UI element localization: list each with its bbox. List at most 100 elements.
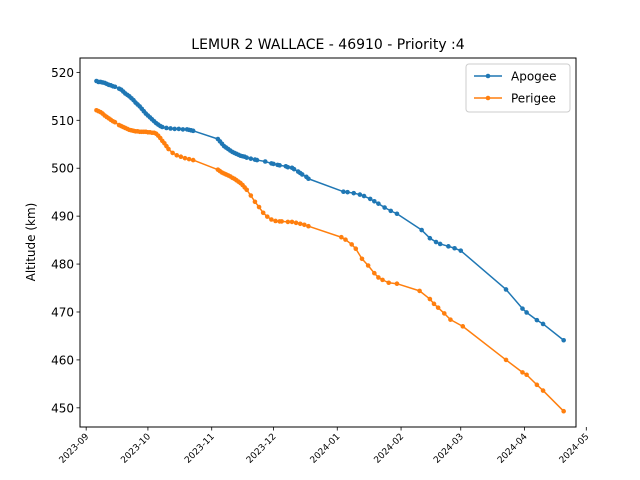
- data-point-perigee: [427, 296, 433, 302]
- data-point-perigee: [112, 119, 118, 125]
- data-point-apogee: [419, 227, 424, 233]
- legend-label-apogee: Apogee: [511, 70, 557, 84]
- data-point-apogee: [446, 244, 451, 249]
- data-point-apogee: [248, 156, 254, 161]
- y-tick-label: 510: [51, 114, 74, 128]
- data-point-perigee: [540, 388, 546, 393]
- data-point-apogee: [561, 337, 566, 343]
- data-point-perigee: [178, 154, 184, 160]
- data-point-apogee: [394, 211, 400, 217]
- data-point-apogee: [277, 163, 282, 168]
- data-point-apogee: [285, 164, 291, 170]
- data-point-apogee: [376, 201, 381, 206]
- data-point-perigee: [252, 199, 258, 205]
- data-point-apogee: [306, 176, 311, 182]
- data-point-perigee: [353, 246, 359, 252]
- data-point-perigee: [244, 187, 250, 193]
- data-point-perigee: [174, 152, 180, 158]
- y-tick-label: 460: [51, 353, 74, 367]
- data-point-apogee: [361, 193, 367, 199]
- data-point-perigee: [306, 223, 311, 229]
- data-point-apogee: [520, 306, 525, 311]
- y-tick-label: 450: [51, 401, 74, 415]
- data-point-perigee: [289, 219, 295, 225]
- series-layer: [94, 78, 566, 414]
- data-point-perigee: [534, 382, 540, 388]
- data-point-apogee: [452, 245, 457, 251]
- y-axis-ticks: 450 460 470 480 490 500 510 520: [51, 66, 80, 415]
- data-point-perigee: [264, 214, 270, 219]
- data-point-perigee: [417, 288, 422, 294]
- data-point-apogee: [372, 198, 377, 204]
- data-point-perigee: [376, 275, 381, 280]
- data-point-apogee: [540, 321, 546, 327]
- y-tick-label: 520: [51, 66, 74, 80]
- data-point-perigee: [380, 277, 385, 283]
- data-point-apogee: [437, 241, 443, 247]
- data-point-perigee: [503, 357, 509, 363]
- data-point-perigee: [339, 234, 344, 240]
- data-point-apogee: [190, 128, 196, 134]
- chart-title: LEMUR 2 WALLACE - 46910 - Priority :4: [191, 37, 464, 53]
- data-point-apogee: [458, 248, 464, 253]
- data-point-apogee: [262, 159, 268, 164]
- data-point-apogee: [254, 157, 260, 163]
- data-point-apogee: [357, 192, 363, 197]
- data-point-apogee: [176, 126, 182, 132]
- data-point-perigee: [520, 370, 525, 375]
- data-point-perigee: [166, 146, 171, 152]
- data-point-perigee: [365, 263, 371, 268]
- data-point-apogee: [503, 287, 509, 292]
- data-point-apogee: [180, 127, 186, 132]
- data-point-perigee: [285, 219, 291, 225]
- series-perigee: [94, 107, 566, 414]
- data-point-perigee: [441, 311, 447, 316]
- series-apogee: [94, 78, 566, 343]
- y-tick-label: 480: [51, 258, 74, 272]
- data-point-perigee: [279, 219, 284, 224]
- data-point-perigee: [256, 204, 262, 210]
- legend-marker-apogee: [485, 73, 491, 79]
- data-point-perigee: [386, 280, 392, 286]
- data-point-perigee: [269, 217, 274, 222]
- data-point-apogee: [271, 161, 276, 167]
- y-axis-label: Altitude (km): [24, 203, 38, 282]
- data-point-apogee: [160, 124, 165, 130]
- data-point-perigee: [248, 193, 254, 198]
- data-point-perigee: [394, 281, 400, 287]
- data-point-apogee: [388, 208, 394, 214]
- data-point-perigee: [349, 242, 354, 247]
- data-point-perigee: [524, 372, 529, 378]
- data-point-perigee: [431, 301, 437, 307]
- data-point-apogee: [244, 155, 250, 160]
- data-point-perigee: [186, 156, 192, 162]
- data-point-apogee: [112, 84, 118, 90]
- data-point-apogee: [164, 125, 169, 131]
- data-point-apogee: [433, 239, 439, 245]
- data-point-apogee: [534, 317, 540, 323]
- data-point-perigee: [260, 210, 266, 216]
- data-point-perigee: [182, 155, 188, 161]
- data-point-apogee: [291, 166, 297, 172]
- legend-marker-perigee: [485, 95, 491, 101]
- data-point-apogee: [524, 310, 529, 315]
- data-point-perigee: [435, 305, 441, 310]
- data-point-perigee: [302, 222, 307, 228]
- y-tick-label: 500: [51, 162, 74, 176]
- plot-frame: [79, 57, 577, 428]
- data-point-perigee: [460, 324, 466, 329]
- data-point-apogee: [168, 126, 173, 131]
- data-point-perigee: [343, 237, 348, 242]
- data-point-perigee: [170, 150, 175, 156]
- legend: Apogee Perigee: [465, 63, 571, 113]
- data-point-apogee: [382, 205, 387, 210]
- data-point-perigee: [293, 220, 299, 226]
- data-point-apogee: [367, 196, 373, 202]
- data-point-apogee: [172, 126, 177, 132]
- y-tick-label: 470: [51, 305, 74, 319]
- data-point-apogee: [427, 235, 433, 241]
- data-point-apogee: [345, 189, 350, 195]
- y-tick-label: 490: [51, 210, 74, 224]
- data-point-apogee: [299, 172, 305, 177]
